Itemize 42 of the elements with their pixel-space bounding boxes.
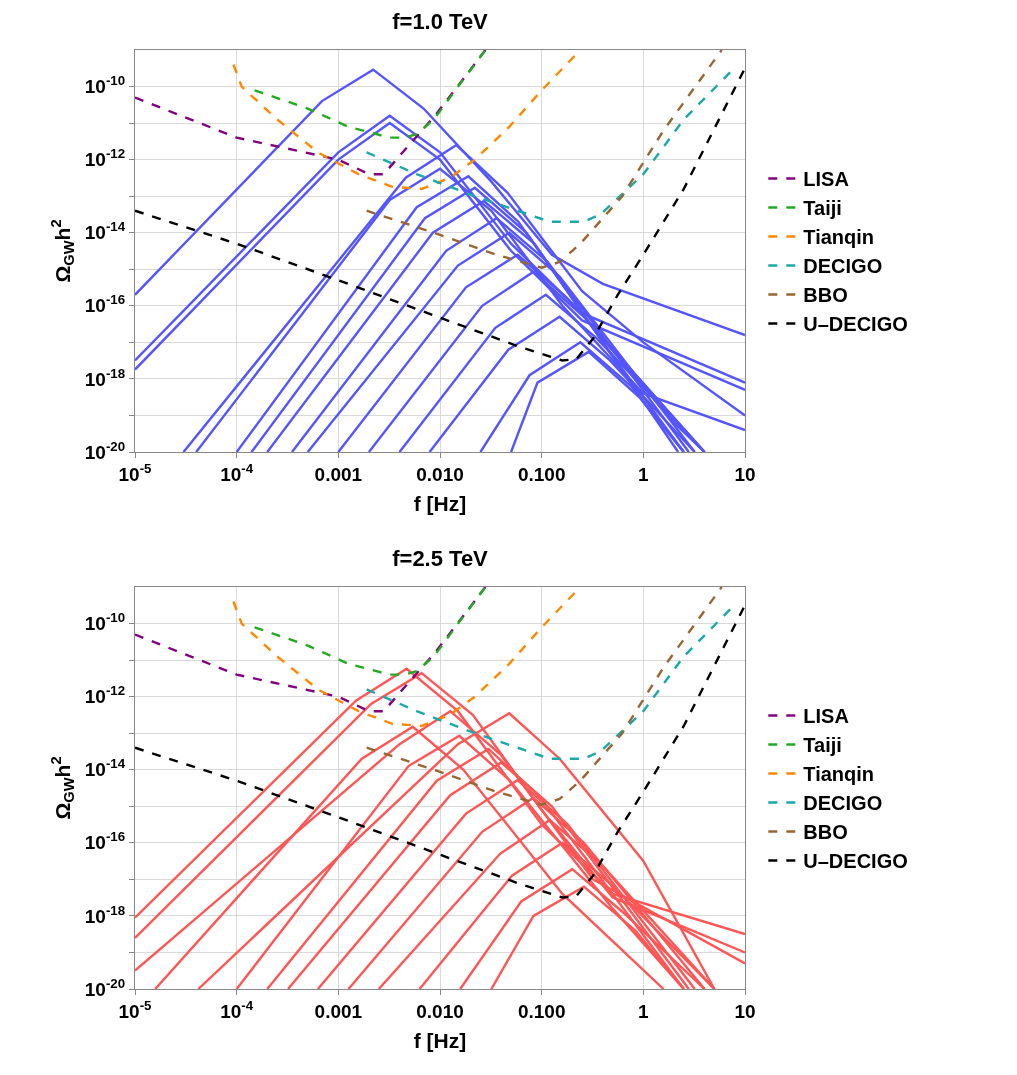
legend-label: LISA — [803, 705, 849, 728]
y-tick-label: 10$^{-12}$ — [84, 146, 126, 171]
x-tick-label: 10$^{-4}$ — [220, 460, 254, 485]
y-tick-label: 10$^{-16}$ — [84, 292, 126, 317]
x-tick-label: 10$^{-5}$ — [118, 997, 153, 1022]
legend-label: Tianqin — [803, 763, 875, 786]
x-tick-label: 1 — [638, 463, 650, 485]
x-tick-label: 10$^{-5}$ — [118, 460, 153, 485]
y-tick-label: 10$^{-18}$ — [84, 365, 126, 390]
chart-title: f=1.0 TeV — [392, 8, 489, 34]
x-tick-label: 10 — [734, 1000, 756, 1022]
x-axis-title: f [Hz] — [413, 492, 467, 516]
legend-label: U–DECIGO — [803, 850, 908, 873]
y-tick-label: 10$^{-14}$ — [84, 219, 126, 244]
x-tick-label: 1 — [638, 1000, 650, 1022]
x-tick-label: 10$^{-4}$ — [220, 997, 254, 1022]
x-tick-label: 0.010 — [416, 463, 464, 485]
y-tick-label: 10$^{-10}$ — [84, 73, 126, 98]
y-tick-label: 10$^{-16}$ — [84, 829, 126, 854]
y-tick-label: 10$^{-10}$ — [84, 610, 126, 635]
legend-label: U–DECIGO — [803, 313, 908, 336]
y-tick-label: 10$^{-18}$ — [84, 902, 126, 927]
y-tick-label: 10$^{-14}$ — [84, 756, 126, 781]
chart-title: f=2.5 TeV — [392, 545, 489, 571]
legend-label: BBO — [803, 284, 848, 307]
x-tick-label: 0.001 — [314, 1000, 363, 1022]
y-tick-label: 10$^{-12}$ — [84, 683, 126, 708]
y-tick-label: 10$^{-20}$ — [84, 975, 126, 1000]
legend-label: DECIGO — [803, 792, 883, 815]
legend-label: DECIGO — [803, 255, 883, 278]
x-tick-label: 10 — [734, 463, 756, 485]
legend-label: LISA — [803, 168, 849, 191]
x-tick-label: 0.001 — [314, 463, 363, 485]
x-tick-label: 0.100 — [517, 463, 566, 485]
legend-label: Taiji — [803, 734, 842, 757]
legend-label: BBO — [803, 821, 848, 844]
x-tick-label: 0.100 — [517, 1000, 566, 1022]
x-tick-label: 0.010 — [416, 1000, 464, 1022]
legend-label: Taiji — [803, 197, 842, 220]
x-axis-title: f [Hz] — [413, 1029, 467, 1053]
y-tick-label: 10$^{-20}$ — [84, 438, 126, 463]
legend-label: Tianqin — [803, 226, 875, 249]
